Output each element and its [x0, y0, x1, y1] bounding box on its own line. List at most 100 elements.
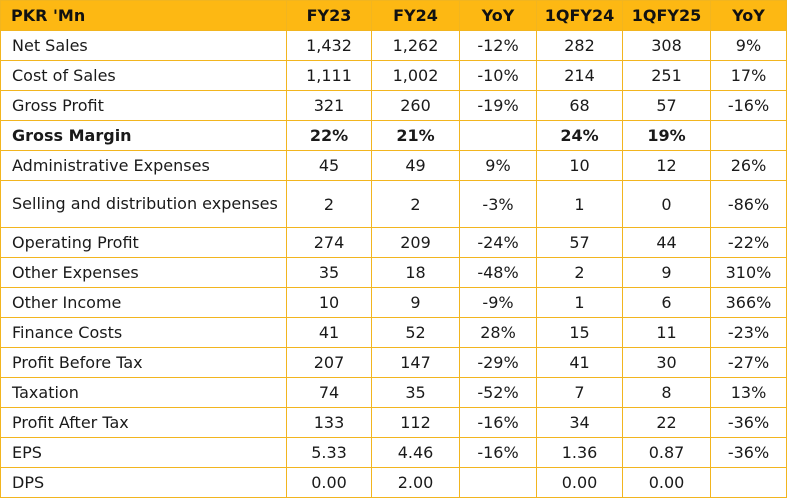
cell-yoy-annual: -10% [459, 60, 537, 91]
row-label: Taxation [0, 377, 287, 408]
cell-fy24: 2.00 [371, 467, 460, 498]
cell-1qfy25: 57 [622, 90, 711, 121]
cell-yoy-annual: -52% [459, 377, 537, 408]
cell-yoy-annual [459, 467, 537, 498]
cell-fy24: 1,002 [371, 60, 460, 91]
cell-yoy-annual: -48% [459, 257, 537, 288]
cell-fy24: 147 [371, 347, 460, 378]
cell-fy23: 41 [286, 317, 372, 348]
column-header-1qfy24: 1QFY24 [536, 0, 623, 31]
cell-fy23: 45 [286, 150, 372, 181]
table-row-other-income: Other Income 10 9 -9% 1 6 366% [0, 287, 787, 318]
table-header-row: PKR 'Mn FY23 FY24 YoY 1QFY24 1QFY25 YoY [0, 0, 787, 31]
cell-fy24: 52 [371, 317, 460, 348]
cell-1qfy25: 251 [622, 60, 711, 91]
row-label: DPS [0, 467, 287, 498]
cell-yoy-annual: 9% [459, 150, 537, 181]
table-row-eps: EPS 5.33 4.46 -16% 1.36 0.87 -36% [0, 437, 787, 468]
cell-yoy-annual: 28% [459, 317, 537, 348]
cell-1qfy24: 1 [536, 180, 623, 228]
cell-yoy-quarterly: 310% [710, 257, 787, 288]
cell-1qfy25: 308 [622, 30, 711, 61]
cell-fy23: 2 [286, 180, 372, 228]
cell-yoy-annual: -16% [459, 437, 537, 468]
cell-fy23: 0.00 [286, 467, 372, 498]
cell-fy23: 321 [286, 90, 372, 121]
cell-fy24: 260 [371, 90, 460, 121]
row-label: Profit After Tax [0, 407, 287, 438]
cell-fy23: 10 [286, 287, 372, 318]
column-header-fy23: FY23 [286, 0, 372, 31]
cell-fy24: 49 [371, 150, 460, 181]
cell-yoy-quarterly [710, 467, 787, 498]
cell-fy24: 9 [371, 287, 460, 318]
cell-1qfy25: 22 [622, 407, 711, 438]
cell-fy23: 274 [286, 227, 372, 258]
cell-1qfy24: 15 [536, 317, 623, 348]
cell-1qfy25: 12 [622, 150, 711, 181]
cell-1qfy24: 24% [536, 120, 623, 151]
column-header-1qfy25: 1QFY25 [622, 0, 711, 31]
table-row-operating-profit: Operating Profit 274 209 -24% 57 44 -22% [0, 227, 787, 258]
row-label: Operating Profit [0, 227, 287, 258]
column-header-fy24: FY24 [371, 0, 460, 31]
cell-yoy-quarterly: -22% [710, 227, 787, 258]
cell-yoy-quarterly: -86% [710, 180, 787, 228]
table-row-profit-after-tax: Profit After Tax 133 112 -16% 34 22 -36% [0, 407, 787, 438]
cell-yoy-annual: -29% [459, 347, 537, 378]
cell-fy24: 4.46 [371, 437, 460, 468]
cell-yoy-annual: -24% [459, 227, 537, 258]
cell-yoy-annual: -9% [459, 287, 537, 318]
cell-fy23: 133 [286, 407, 372, 438]
column-header-yoy-quarterly: YoY [710, 0, 787, 31]
cell-fy23: 35 [286, 257, 372, 288]
cell-fy23: 207 [286, 347, 372, 378]
column-header-unit: PKR 'Mn [0, 0, 287, 31]
table-row-selling-distribution-expenses: Selling and distribution expenses 2 2 -3… [0, 180, 787, 228]
cell-yoy-quarterly: -27% [710, 347, 787, 378]
cell-fy24: 112 [371, 407, 460, 438]
cell-1qfy25: 44 [622, 227, 711, 258]
cell-1qfy25: 30 [622, 347, 711, 378]
cell-1qfy25: 9 [622, 257, 711, 288]
row-label: Administrative Expenses [0, 150, 287, 181]
table-row-finance-costs: Finance Costs 41 52 28% 15 11 -23% [0, 317, 787, 348]
cell-fy24: 21% [371, 120, 460, 151]
cell-yoy-quarterly: -36% [710, 407, 787, 438]
row-label: Gross Profit [0, 90, 287, 121]
row-label: Profit Before Tax [0, 347, 287, 378]
cell-yoy-annual: -19% [459, 90, 537, 121]
cell-1qfy24: 7 [536, 377, 623, 408]
cell-1qfy24: 68 [536, 90, 623, 121]
cell-1qfy25: 0.00 [622, 467, 711, 498]
cell-fy24: 2 [371, 180, 460, 228]
cell-1qfy24: 41 [536, 347, 623, 378]
cell-1qfy25: 19% [622, 120, 711, 151]
cell-fy23: 74 [286, 377, 372, 408]
row-label: Selling and distribution expenses [0, 180, 287, 228]
cell-yoy-quarterly: 13% [710, 377, 787, 408]
table-row-other-expenses: Other Expenses 35 18 -48% 2 9 310% [0, 257, 787, 288]
table-row-gross-margin: Gross Margin 22% 21% 24% 19% [0, 120, 787, 151]
cell-1qfy25: 6 [622, 287, 711, 318]
cell-1qfy24: 214 [536, 60, 623, 91]
cell-fy23: 22% [286, 120, 372, 151]
cell-yoy-annual: -12% [459, 30, 537, 61]
cell-fy24: 18 [371, 257, 460, 288]
row-label: Other Expenses [0, 257, 287, 288]
table-row-taxation: Taxation 74 35 -52% 7 8 13% [0, 377, 787, 408]
table-row-profit-before-tax: Profit Before Tax 207 147 -29% 41 30 -27… [0, 347, 787, 378]
table-row-dps: DPS 0.00 2.00 0.00 0.00 [0, 467, 787, 498]
cell-yoy-annual: -16% [459, 407, 537, 438]
cell-yoy-annual: -3% [459, 180, 537, 228]
cell-fy23: 1,432 [286, 30, 372, 61]
cell-1qfy24: 282 [536, 30, 623, 61]
cell-fy24: 1,262 [371, 30, 460, 61]
cell-1qfy24: 57 [536, 227, 623, 258]
table-row-administrative-expenses: Administrative Expenses 45 49 9% 10 12 2… [0, 150, 787, 181]
table-row-gross-profit: Gross Profit 321 260 -19% 68 57 -16% [0, 90, 787, 121]
cell-yoy-quarterly: -16% [710, 90, 787, 121]
cell-fy24: 35 [371, 377, 460, 408]
cell-yoy-quarterly: 366% [710, 287, 787, 318]
